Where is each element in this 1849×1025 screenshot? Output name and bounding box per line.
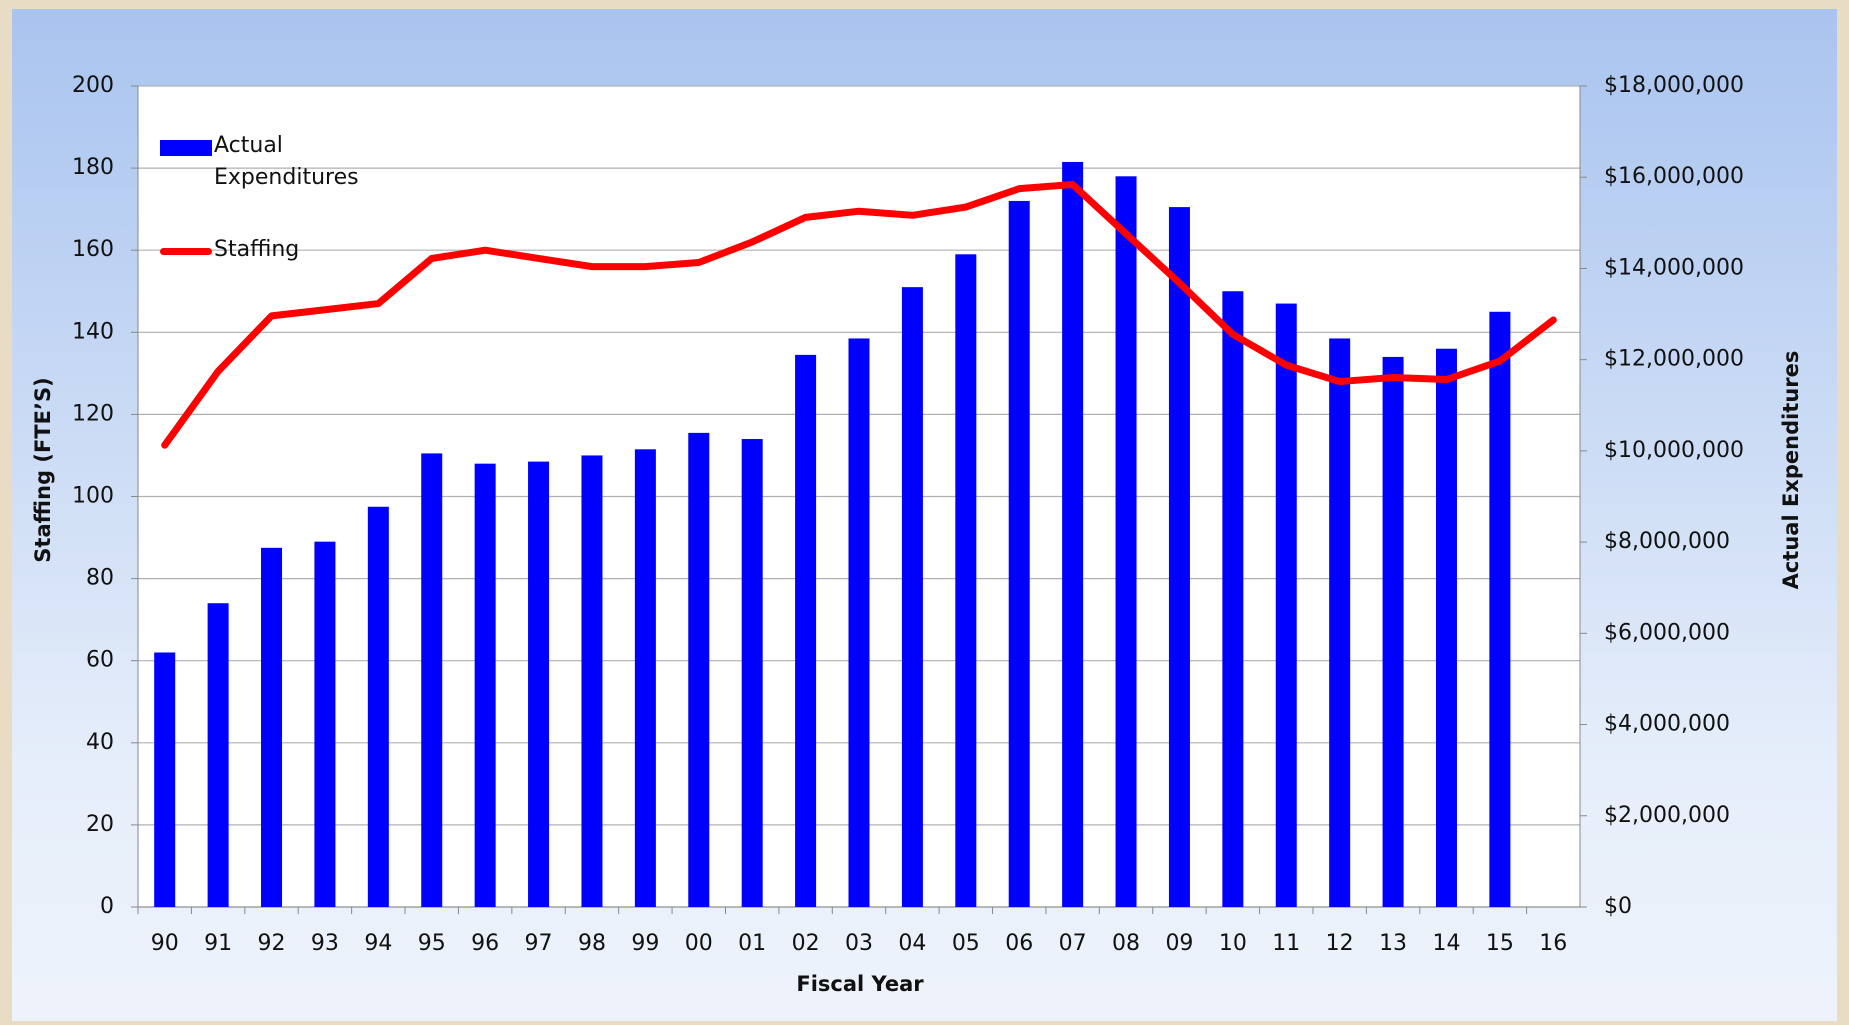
y2-tick-label: $12,000,000 — [1604, 347, 1744, 372]
bar — [421, 453, 443, 907]
x-tick-label: 91 — [204, 931, 232, 956]
y-tick-label: 180 — [72, 155, 114, 180]
x-tick-label: 01 — [738, 931, 766, 956]
legend-item: Actual Expenditures — [160, 130, 364, 194]
x-tick-label: 98 — [578, 931, 606, 956]
y-axis-title: Staffing (FTE’S) — [31, 377, 55, 562]
legend-swatch — [160, 248, 212, 255]
x-tick-label: 04 — [898, 931, 926, 956]
bar — [154, 652, 176, 907]
y-tick-label: 200 — [72, 73, 114, 98]
y-tick-label: 40 — [86, 730, 114, 755]
legend-swatch — [160, 140, 212, 156]
x-tick-label: 07 — [1059, 931, 1087, 956]
bar — [1435, 348, 1457, 908]
bar — [795, 354, 817, 907]
bar — [314, 541, 336, 907]
legend: Actual Expenditures Staffing — [160, 130, 364, 306]
bar — [528, 461, 550, 907]
bar — [1329, 338, 1351, 907]
x-tick-label: 11 — [1272, 931, 1300, 956]
bar — [1115, 176, 1137, 907]
bar — [261, 547, 283, 907]
bar — [1062, 161, 1084, 907]
x-tick-label: 93 — [311, 931, 339, 956]
x-tick-label: 09 — [1165, 931, 1193, 956]
x-tick-label: 03 — [845, 931, 873, 956]
y-tick-label: 160 — [72, 237, 114, 262]
x-tick-label: 05 — [952, 931, 980, 956]
bar — [1489, 311, 1511, 907]
bar — [688, 432, 710, 907]
x-tick-label: 96 — [471, 931, 499, 956]
bar — [848, 338, 870, 907]
x-tick-label: 12 — [1326, 931, 1354, 956]
x-tick-label: 99 — [631, 931, 659, 956]
legend-label: Staffing — [214, 237, 300, 262]
x-axis-title: Fiscal Year — [796, 972, 924, 996]
y2-axis-title: Actual Expenditures — [1779, 351, 1803, 590]
y-tick-label: 60 — [86, 648, 114, 673]
bar — [581, 455, 603, 907]
bar — [1168, 207, 1190, 907]
bar — [1008, 200, 1030, 907]
bar — [955, 254, 977, 907]
x-tick-label: 00 — [685, 931, 713, 956]
bar — [367, 506, 389, 907]
x-tick-label: 92 — [258, 931, 286, 956]
x-tick-label: 10 — [1219, 931, 1247, 956]
x-tick-label: 15 — [1486, 931, 1514, 956]
x-tick-label: 13 — [1379, 931, 1407, 956]
y-tick-label: 100 — [72, 484, 114, 509]
y-tick-label: 80 — [86, 566, 114, 591]
y2-tick-label: $0 — [1604, 894, 1632, 919]
bar — [741, 439, 763, 907]
bar — [1382, 356, 1404, 907]
x-tick-label: 97 — [525, 931, 553, 956]
y-tick-label: 20 — [86, 812, 114, 837]
y2-tick-label: $18,000,000 — [1604, 73, 1744, 98]
bar — [901, 287, 923, 907]
y2-tick-label: $2,000,000 — [1604, 803, 1730, 828]
x-tick-label: 94 — [364, 931, 392, 956]
y-tick-label: 140 — [72, 319, 114, 344]
y2-tick-label: $14,000,000 — [1604, 255, 1744, 280]
bar — [1222, 291, 1244, 907]
y2-tick-label: $16,000,000 — [1604, 164, 1744, 189]
line — [161, 181, 1557, 449]
y2-tick-label: $4,000,000 — [1604, 712, 1730, 737]
bar — [207, 603, 229, 907]
x-tick-label: 06 — [1005, 931, 1033, 956]
x-tick-label: 90 — [151, 931, 179, 956]
y2-tick-label: $10,000,000 — [1604, 438, 1744, 463]
x-tick-label: 08 — [1112, 931, 1140, 956]
y-tick-label: 0 — [100, 894, 114, 919]
bar — [1275, 303, 1297, 907]
x-tick-label: 16 — [1539, 931, 1567, 956]
y2-tick-label: $6,000,000 — [1604, 620, 1730, 645]
y2-tick-label: $8,000,000 — [1604, 529, 1730, 554]
x-tick-label: 02 — [792, 931, 820, 956]
y-tick-label: 120 — [72, 401, 114, 426]
legend-label: Actual Expenditures — [214, 133, 359, 190]
x-tick-label: 95 — [418, 931, 446, 956]
x-tick-label: 14 — [1432, 931, 1460, 956]
bar — [474, 463, 496, 907]
legend-item: Staffing — [160, 234, 364, 266]
bar — [634, 449, 656, 907]
